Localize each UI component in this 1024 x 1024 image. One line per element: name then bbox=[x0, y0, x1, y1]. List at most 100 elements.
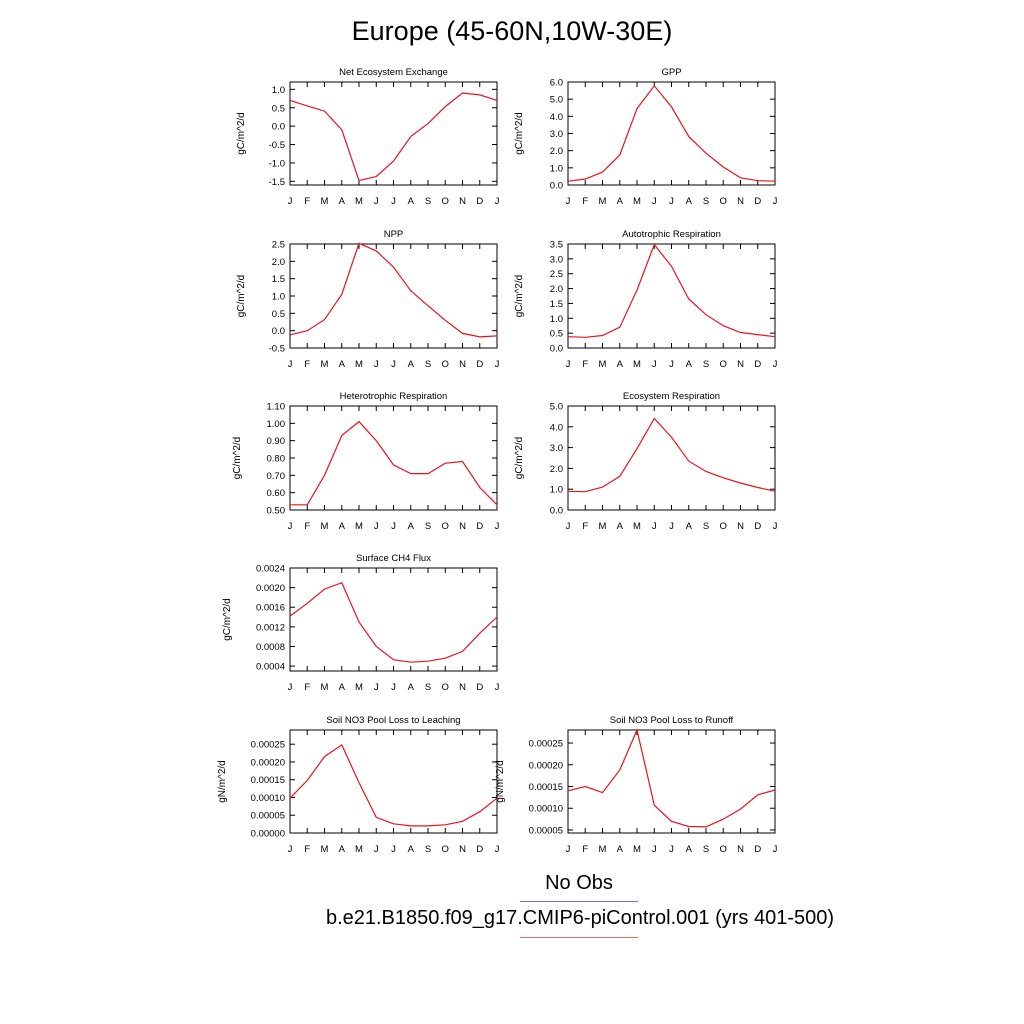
x-tick-label: J bbox=[288, 521, 293, 532]
x-tick-label: O bbox=[442, 844, 449, 855]
x-tick-label: N bbox=[459, 682, 466, 693]
y-tick-label: 2.5 bbox=[550, 269, 563, 280]
x-tick-label: M bbox=[321, 359, 329, 370]
x-tick-label: F bbox=[582, 359, 588, 370]
y-axis-label: gC/m^2/d bbox=[236, 112, 247, 155]
y-tick-label: 0.00020 bbox=[529, 760, 563, 771]
plot-frame bbox=[567, 81, 776, 186]
x-tick-label: N bbox=[459, 359, 466, 370]
x-tick-label: J bbox=[669, 844, 674, 855]
y-tick-label: 0.00010 bbox=[529, 804, 563, 815]
x-tick-label: N bbox=[737, 521, 744, 532]
x-tick-label: J bbox=[669, 359, 674, 370]
x-tick-label: S bbox=[425, 196, 431, 207]
x-tick-label: N bbox=[737, 844, 744, 855]
y-tick-label: 0.0 bbox=[550, 181, 563, 192]
plot-frame bbox=[567, 729, 776, 834]
x-tick-label: F bbox=[304, 521, 310, 532]
x-tick-label: S bbox=[425, 521, 431, 532]
y-axis-label: gN/m^2/d bbox=[217, 760, 228, 803]
x-tick-label: F bbox=[304, 196, 310, 207]
x-tick-label: M bbox=[633, 521, 641, 532]
series-line bbox=[567, 417, 776, 493]
x-tick-label: M bbox=[599, 521, 607, 532]
x-tick-label: S bbox=[703, 359, 709, 370]
x-tick-label: D bbox=[754, 844, 761, 855]
y-tick-label: 0.0 bbox=[550, 506, 563, 517]
x-tick-label: A bbox=[686, 196, 693, 207]
y-tick-label: 1.00 bbox=[267, 419, 286, 430]
x-tick-label: J bbox=[391, 359, 396, 370]
x-tick-label: D bbox=[754, 359, 761, 370]
y-axis-label: gC/m^2/d bbox=[514, 112, 525, 155]
x-tick-label: D bbox=[476, 196, 483, 207]
x-tick-label: D bbox=[754, 196, 761, 207]
x-tick-label: J bbox=[652, 844, 657, 855]
y-tick-label: 2.5 bbox=[272, 240, 285, 251]
y-tick-label: 0.50 bbox=[267, 506, 286, 517]
plot-frame bbox=[567, 405, 776, 511]
x-tick-label: O bbox=[442, 196, 449, 207]
panel-title: Soil NO3 Pool Loss to Leaching bbox=[326, 715, 460, 726]
y-tick-label: -0.5 bbox=[269, 140, 285, 151]
x-tick-label: A bbox=[686, 844, 693, 855]
plot-frame bbox=[289, 243, 498, 349]
legend-obs-line bbox=[520, 901, 638, 902]
x-tick-label: J bbox=[669, 521, 674, 532]
x-tick-label: J bbox=[495, 521, 500, 532]
y-tick-label: 1.0 bbox=[272, 292, 285, 303]
y-tick-label: 0.00005 bbox=[251, 811, 285, 822]
x-tick-label: O bbox=[442, 359, 449, 370]
y-tick-label: 0.90 bbox=[267, 436, 286, 447]
x-tick-label: J bbox=[773, 521, 778, 532]
y-tick-label: 4.0 bbox=[550, 422, 563, 433]
x-tick-label: S bbox=[425, 682, 431, 693]
y-tick-label: 0.0 bbox=[550, 344, 563, 355]
x-tick-label: A bbox=[339, 359, 346, 370]
x-tick-label: M bbox=[355, 844, 363, 855]
x-tick-label: A bbox=[408, 359, 415, 370]
y-tick-label: 1.0 bbox=[550, 314, 563, 325]
x-tick-label: J bbox=[566, 844, 571, 855]
x-tick-label: N bbox=[459, 521, 466, 532]
y-tick-label: 0.5 bbox=[550, 329, 563, 340]
y-tick-label: 0.70 bbox=[267, 471, 286, 482]
y-tick-label: 1.0 bbox=[550, 485, 563, 496]
plot-frame bbox=[289, 81, 498, 186]
x-tick-label: S bbox=[425, 359, 431, 370]
x-tick-label: O bbox=[442, 682, 449, 693]
y-tick-label: 6.0 bbox=[550, 78, 563, 89]
y-tick-label: 0.00015 bbox=[529, 782, 563, 793]
x-tick-label: A bbox=[686, 521, 693, 532]
x-tick-label: J bbox=[288, 196, 293, 207]
panel-title: Soil NO3 Pool Loss to Runoff bbox=[610, 715, 734, 726]
x-tick-label: A bbox=[339, 521, 346, 532]
y-tick-label: 1.0 bbox=[272, 85, 285, 96]
y-tick-label: 3.0 bbox=[550, 443, 563, 454]
y-tick-label: 0.00015 bbox=[251, 775, 285, 786]
x-tick-label: J bbox=[391, 196, 396, 207]
x-tick-label: F bbox=[582, 844, 588, 855]
x-tick-label: A bbox=[408, 844, 415, 855]
x-tick-label: J bbox=[391, 844, 396, 855]
legend-model-label: b.e21.B1850.f09_g17.CMIP6-piControl.001 … bbox=[325, 907, 835, 929]
y-tick-label: 0.00005 bbox=[529, 825, 563, 836]
y-tick-label: 3.0 bbox=[550, 129, 563, 140]
x-tick-label: J bbox=[652, 521, 657, 532]
x-tick-label: D bbox=[754, 521, 761, 532]
x-tick-label: J bbox=[566, 521, 571, 532]
y-tick-label: 0.00010 bbox=[251, 793, 285, 804]
x-tick-label: J bbox=[566, 359, 571, 370]
x-tick-label: M bbox=[599, 359, 607, 370]
x-tick-label: A bbox=[408, 521, 415, 532]
x-tick-label: D bbox=[476, 521, 483, 532]
x-tick-label: A bbox=[686, 359, 693, 370]
panel-title: Ecosystem Respiration bbox=[623, 391, 720, 402]
y-tick-label: 1.5 bbox=[550, 299, 563, 310]
x-tick-label: J bbox=[495, 844, 500, 855]
x-tick-label: M bbox=[633, 196, 641, 207]
x-tick-label: F bbox=[304, 844, 310, 855]
x-tick-label: J bbox=[669, 196, 674, 207]
x-tick-label: J bbox=[391, 682, 396, 693]
